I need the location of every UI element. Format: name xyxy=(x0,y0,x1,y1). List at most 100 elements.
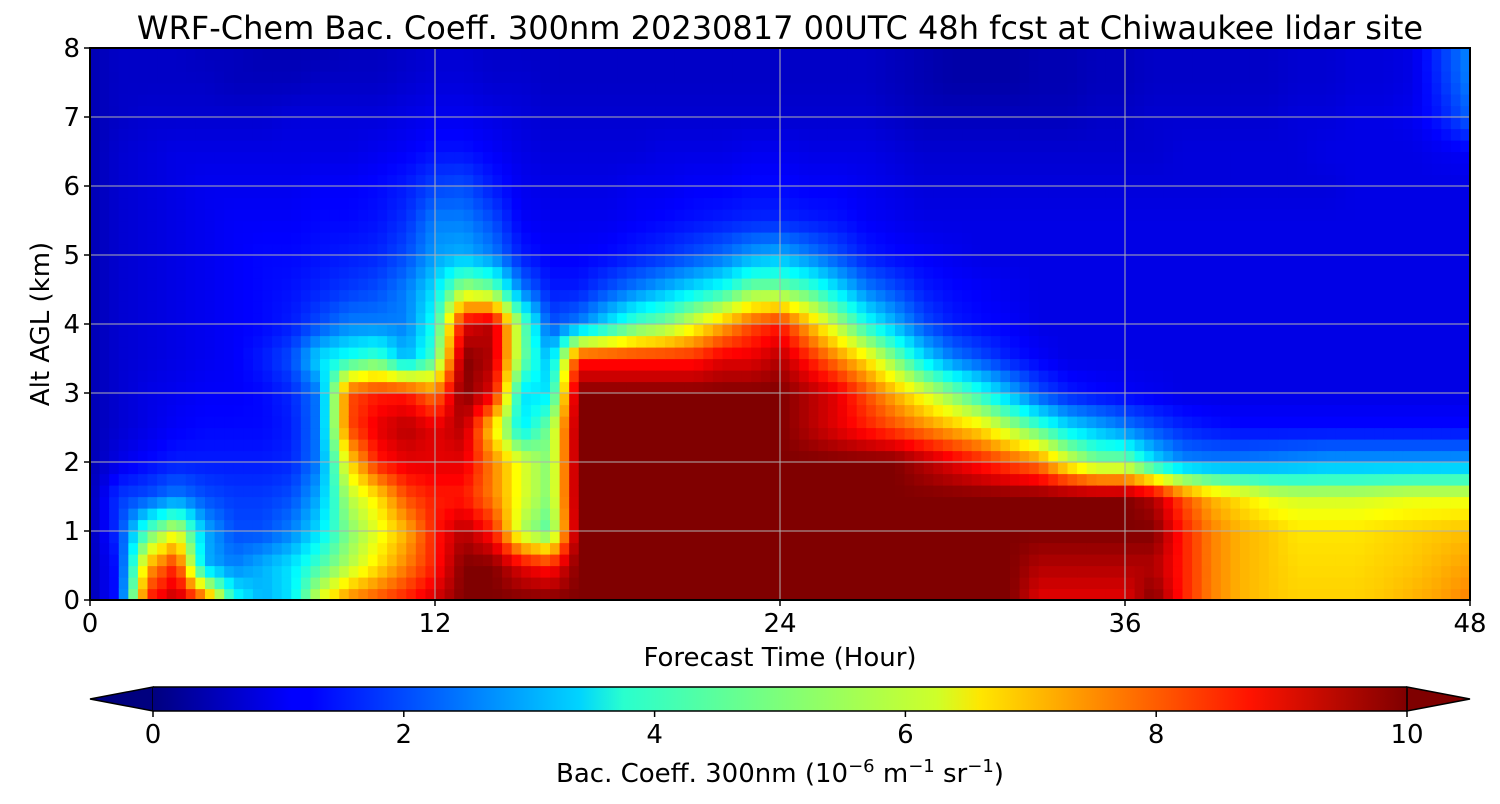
heatmap-cell xyxy=(588,439,599,452)
heatmap-cell xyxy=(1220,278,1232,291)
heatmap-cell xyxy=(1374,324,1385,337)
heatmap-cell xyxy=(1153,519,1164,532)
heatmap-cell xyxy=(1364,542,1375,555)
heatmap-cell xyxy=(732,485,743,498)
heatmap-cell xyxy=(827,427,839,440)
heatmap-cell xyxy=(1019,588,1030,600)
heatmap-cell xyxy=(348,266,359,279)
heatmap-cell xyxy=(597,266,609,279)
heatmap-cell xyxy=(981,404,992,417)
heatmap-cell xyxy=(128,301,139,314)
heatmap-cell xyxy=(578,220,589,233)
heatmap-cell xyxy=(1268,347,1279,360)
heatmap-cell xyxy=(1057,531,1069,544)
heatmap-cell xyxy=(837,232,848,245)
heatmap-cell xyxy=(1201,255,1212,268)
heatmap-cell xyxy=(90,496,101,509)
heatmap-cell xyxy=(1345,381,1356,394)
heatmap-cell xyxy=(90,542,101,555)
heatmap-cell xyxy=(1287,266,1299,279)
heatmap-cell xyxy=(291,220,302,233)
heatmap-cell xyxy=(971,289,982,302)
heatmap-cell xyxy=(320,485,331,498)
heatmap-cell xyxy=(1048,289,1059,302)
heatmap-cell xyxy=(205,565,216,578)
heatmap-cell xyxy=(1422,347,1433,360)
heatmap-cell xyxy=(1134,450,1145,463)
heatmap-cell xyxy=(1431,577,1442,590)
heatmap-cell xyxy=(636,473,647,486)
heatmap-cell xyxy=(540,255,551,268)
heatmap-cell xyxy=(866,565,877,578)
heatmap-cell xyxy=(559,301,570,314)
heatmap-cell xyxy=(856,531,867,544)
heatmap-cell xyxy=(1019,577,1030,590)
heatmap-cell xyxy=(99,220,110,233)
heatmap-cell xyxy=(866,289,877,302)
heatmap-cell xyxy=(1355,577,1366,590)
heatmap-cell xyxy=(597,393,609,406)
heatmap-cell xyxy=(1383,255,1394,268)
heatmap-cell xyxy=(770,312,781,325)
heatmap-cell xyxy=(866,496,877,509)
heatmap-cell xyxy=(444,301,455,314)
heatmap-cell xyxy=(205,381,216,394)
heatmap-cell xyxy=(329,462,340,475)
heatmap-cell xyxy=(482,289,494,302)
heatmap-cell xyxy=(1010,243,1021,256)
heatmap-cell xyxy=(521,588,532,600)
heatmap-cell xyxy=(914,404,925,417)
heatmap-cell xyxy=(588,312,599,325)
heatmap-cell xyxy=(166,312,177,325)
heatmap-cell xyxy=(252,588,264,600)
heatmap-cell xyxy=(799,255,810,268)
heatmap-cell xyxy=(1335,565,1347,578)
heatmap-cell xyxy=(1125,450,1136,463)
heatmap-cell xyxy=(1010,450,1021,463)
heatmap-cell xyxy=(1029,531,1040,544)
heatmap-cell xyxy=(952,416,963,429)
heatmap-cell xyxy=(521,519,532,532)
heatmap-cell xyxy=(674,496,685,509)
heatmap-cell xyxy=(1297,301,1308,314)
heatmap-cell xyxy=(195,439,206,452)
heatmap-cell xyxy=(157,301,168,314)
heatmap-cell xyxy=(157,255,168,268)
heatmap-cell xyxy=(1182,404,1193,417)
heatmap-cell xyxy=(1240,531,1251,544)
heatmap-cell xyxy=(1086,312,1097,325)
heatmap-cell xyxy=(387,197,398,210)
heatmap-cell xyxy=(780,289,791,302)
heatmap-cell xyxy=(904,485,915,498)
heatmap-cell xyxy=(435,347,446,360)
heatmap-cell xyxy=(243,278,254,291)
heatmap-cell xyxy=(1220,289,1232,302)
heatmap-cell xyxy=(1364,312,1375,325)
heatmap-cell xyxy=(741,266,752,279)
heatmap-cell xyxy=(367,439,379,452)
heatmap-cell xyxy=(1019,324,1030,337)
heatmap-cell xyxy=(1422,404,1433,417)
heatmap-cell xyxy=(339,577,350,590)
heatmap-cell xyxy=(1048,427,1059,440)
heatmap-cell xyxy=(406,393,417,406)
heatmap-cell xyxy=(90,209,101,222)
heatmap-cell xyxy=(760,266,772,279)
heatmap-cell xyxy=(904,381,915,394)
heatmap-cell xyxy=(1010,496,1021,509)
heatmap-cell xyxy=(195,232,206,245)
heatmap-cell xyxy=(396,186,407,199)
heatmap-cell xyxy=(435,519,446,532)
heatmap-cell xyxy=(281,197,292,210)
heatmap-cell xyxy=(435,335,446,348)
heatmap-cell xyxy=(1038,278,1049,291)
heatmap-cell xyxy=(463,312,474,325)
heatmap-cell xyxy=(559,427,570,440)
heatmap-cell xyxy=(971,588,982,600)
heatmap-cell xyxy=(1240,416,1251,429)
heatmap-cell xyxy=(367,278,379,291)
heatmap-cell xyxy=(1307,588,1318,600)
heatmap-cell xyxy=(482,508,494,521)
heatmap-cell xyxy=(847,416,858,429)
heatmap-cell xyxy=(741,358,752,371)
